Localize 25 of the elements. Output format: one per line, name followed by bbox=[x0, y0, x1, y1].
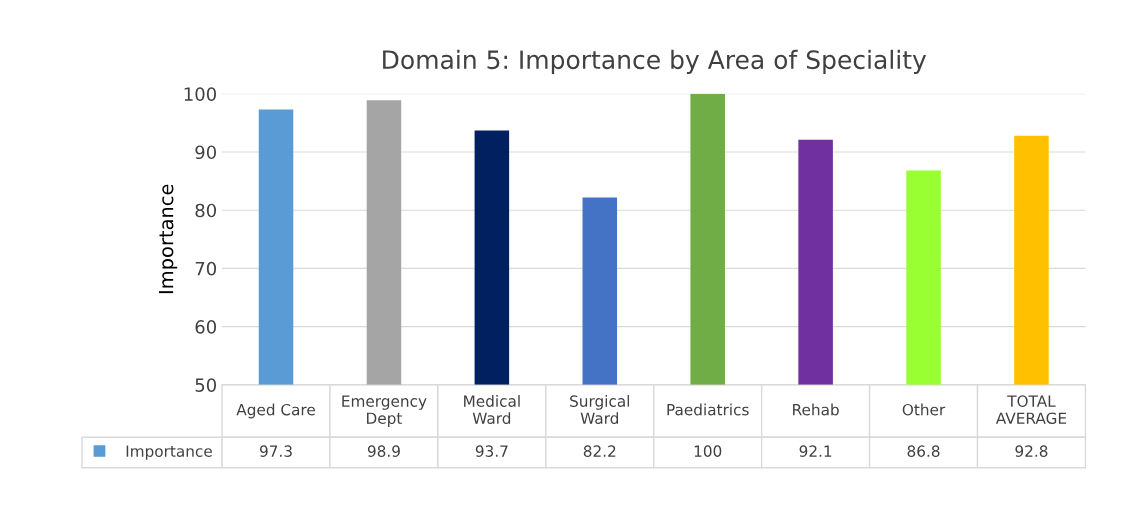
data-label: 98.9 bbox=[367, 445, 400, 457]
x-tick-label: Surgical Ward bbox=[570, 395, 630, 424]
x-tick-label: Medical Ward bbox=[464, 395, 520, 424]
x-tick-label: Other bbox=[902, 403, 946, 416]
legend-label: Importance bbox=[126, 445, 212, 460]
data-label: 92.8 bbox=[1015, 445, 1048, 457]
x-tick-label: Paediatrics bbox=[667, 403, 749, 416]
y-axis-title: Importance bbox=[158, 184, 178, 294]
data-label: 92.1 bbox=[799, 445, 832, 457]
x-tick-label: Aged Care bbox=[236, 403, 315, 419]
data-label: 82.2 bbox=[583, 445, 616, 457]
y-tick-label: 80 bbox=[195, 203, 217, 218]
data-label: 86.8 bbox=[907, 445, 940, 457]
data-label: 93.7 bbox=[475, 445, 508, 457]
data-label: 100 bbox=[694, 445, 722, 457]
data-label: 97.3 bbox=[259, 445, 292, 457]
x-tick-label: Rehab bbox=[793, 403, 839, 416]
x-tick-label: Emergency Dept bbox=[342, 395, 427, 427]
y-tick-label: 70 bbox=[195, 261, 217, 276]
y-tick-label: 100 bbox=[184, 87, 217, 101]
chart-title: Domain 5: Importance by Area of Speciality bbox=[383, 49, 927, 74]
y-tick-label: 90 bbox=[195, 145, 217, 160]
x-tick-label: TOTAL AVERAGE bbox=[995, 395, 1067, 424]
y-tick-label: 60 bbox=[195, 320, 217, 334]
y-tick-label: 50 bbox=[195, 378, 217, 392]
